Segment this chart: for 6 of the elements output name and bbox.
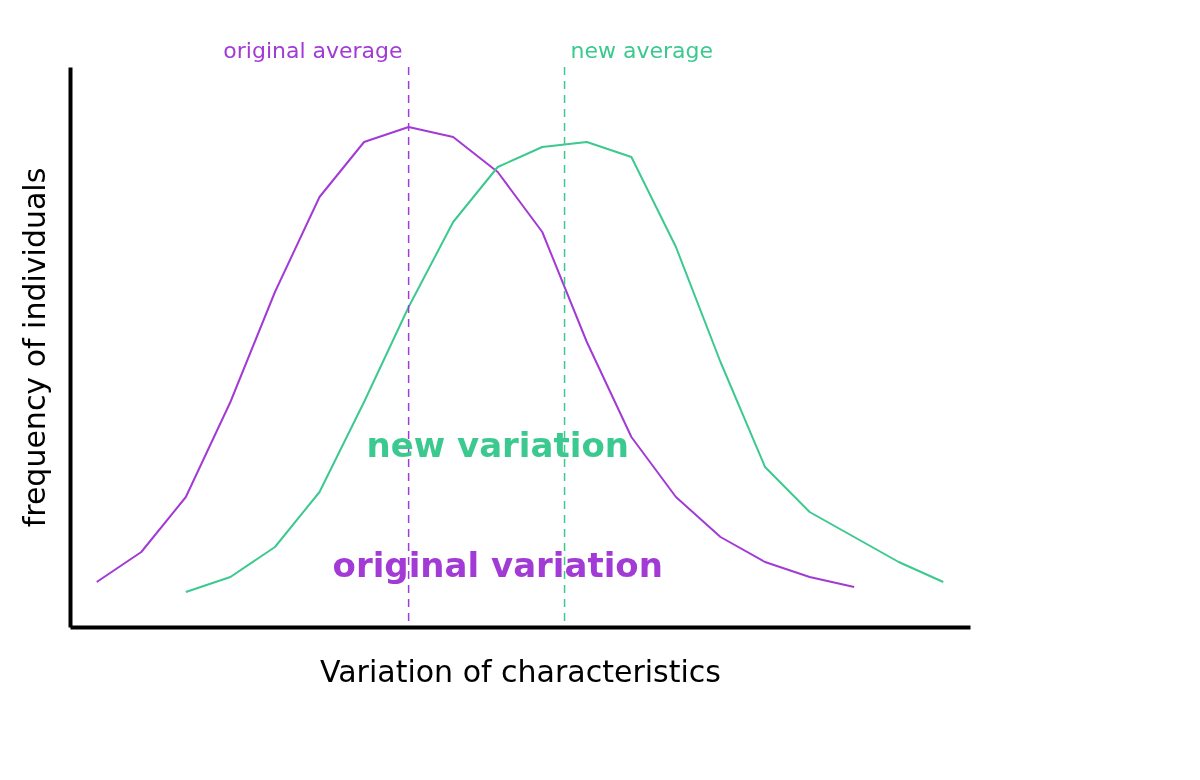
y-axis-title: frequency of individuals	[16, 167, 52, 528]
x-axis-title: Variation of characteristics	[320, 653, 721, 689]
text: original average	[223, 38, 403, 63]
annotation: original variation	[332, 545, 663, 585]
annotation: new variation	[366, 425, 629, 465]
text: new average	[570, 38, 714, 63]
